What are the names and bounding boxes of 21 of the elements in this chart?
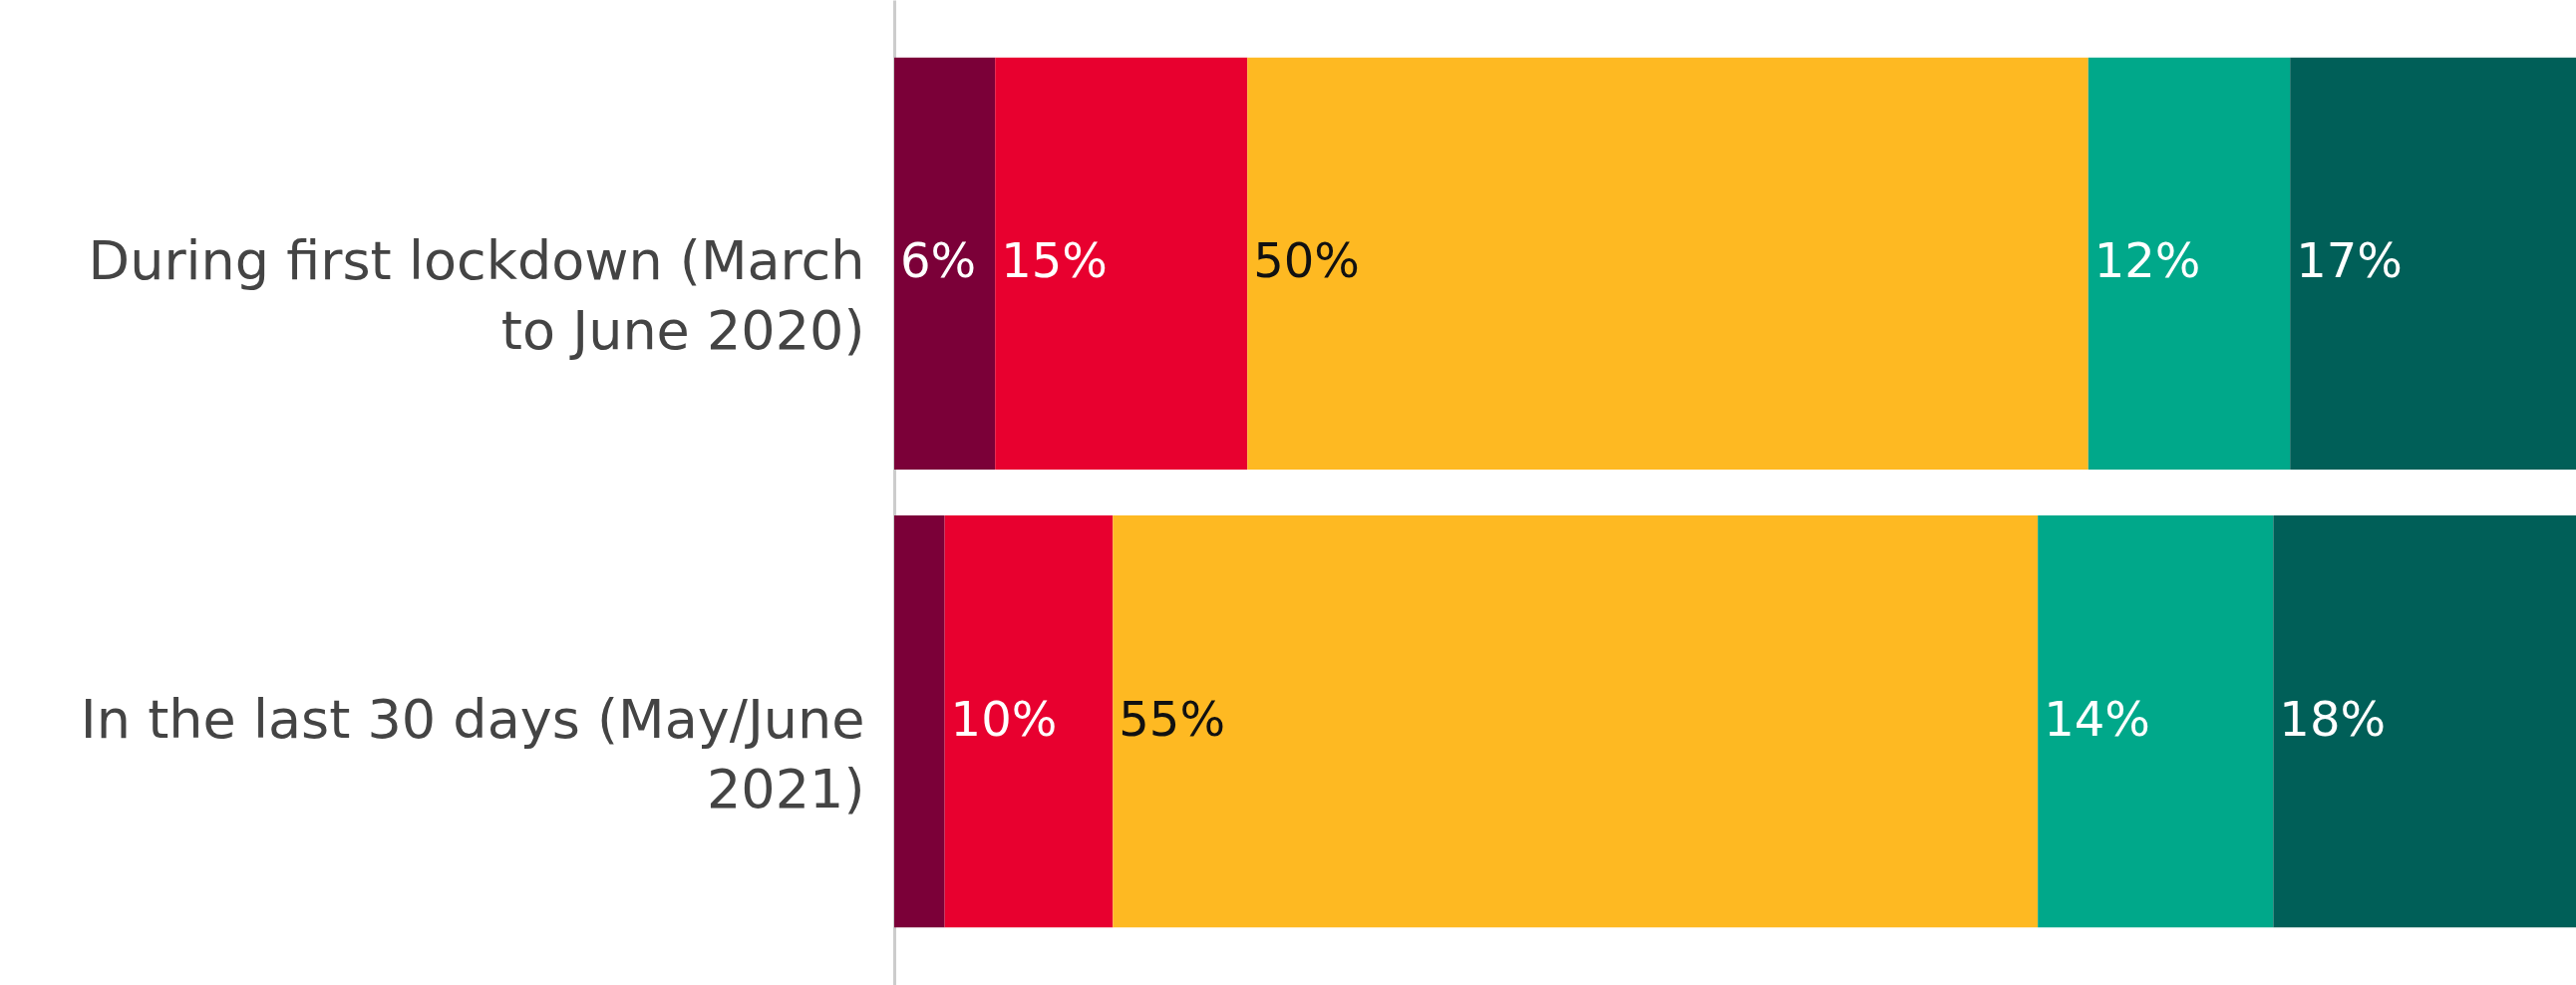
bar xyxy=(2038,514,2274,928)
data-label: 14% xyxy=(2044,690,2150,747)
bar xyxy=(1113,514,2039,928)
bar xyxy=(2290,57,2576,471)
data-label: 17% xyxy=(2296,232,2403,289)
bar xyxy=(1247,57,2089,471)
data-label: 15% xyxy=(1001,232,1108,289)
data-label: 6% xyxy=(900,232,977,289)
data-label: 50% xyxy=(1253,232,1360,289)
bar xyxy=(894,57,996,471)
bar xyxy=(894,514,945,928)
y-tick-label: In the last 30 days (May/June 2021) xyxy=(80,687,865,821)
bar xyxy=(944,514,1114,928)
bar xyxy=(995,57,1248,471)
data-label: 18% xyxy=(2279,690,2387,747)
y-tick-label: During first lockdown (March to June 2020) xyxy=(88,229,865,363)
bar xyxy=(2088,57,2291,471)
data-label: 10% xyxy=(950,690,1058,747)
data-label: 12% xyxy=(2093,232,2201,289)
data-label: 55% xyxy=(1119,690,1225,747)
bar xyxy=(2273,514,2576,928)
